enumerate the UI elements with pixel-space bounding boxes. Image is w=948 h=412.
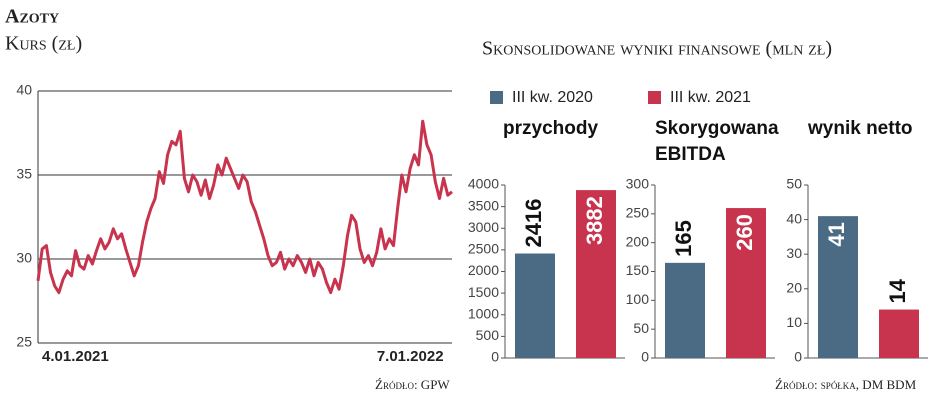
chart-title: wynik netto — [808, 118, 913, 139]
y-tick-label: 300 — [626, 176, 650, 192]
chart-title: Skorygowana EBITDA — [655, 118, 779, 165]
x-tick-label: 7.01.2022 — [377, 348, 444, 365]
y-tick-label: 200 — [626, 233, 650, 249]
y-tick-label: 1500 — [468, 284, 499, 300]
y-tick-label: 50 — [786, 176, 802, 192]
source: Źródło: spółka, DM BDM — [775, 377, 917, 392]
value-label: 41 — [824, 222, 849, 246]
y-tick-label: 0 — [794, 349, 802, 365]
y-tick-label: 3500 — [468, 197, 499, 213]
panel-title: Skonsolidowane wyniki finansowe (mln zł) — [482, 38, 832, 60]
price-line — [36, 119, 453, 295]
y-tick-label: 50 — [633, 320, 649, 336]
chart-title: Azoty — [5, 6, 59, 28]
y-tick-label: 40 — [786, 210, 802, 226]
y-tick-label: 40 — [16, 82, 32, 98]
value-label: 260 — [732, 214, 757, 251]
y-tick-label: 2000 — [468, 262, 499, 278]
y-tick-label: 2500 — [468, 241, 499, 257]
bar — [726, 208, 766, 358]
legend-swatch — [490, 91, 503, 104]
y-tick-label: 25 — [16, 334, 32, 350]
y-tick-label: 35 — [16, 166, 32, 182]
y-tick-label: 1000 — [468, 305, 499, 321]
chart-title: przychody — [503, 118, 599, 139]
y-tick-label: 20 — [786, 280, 802, 296]
bar — [665, 262, 705, 358]
value-label: 165 — [671, 220, 696, 257]
y-tick-label: 0 — [641, 349, 649, 365]
legend-swatch — [648, 91, 661, 104]
legend-label: III kw. 2020 — [512, 89, 593, 106]
bar — [818, 216, 858, 358]
y-tick-label: 0 — [491, 349, 499, 365]
x-tick-label: 4.01.2021 — [42, 348, 109, 365]
y-tick-label: 500 — [476, 327, 500, 343]
source: Źródło: GPW — [375, 377, 450, 392]
value-label: 3882 — [582, 196, 607, 245]
bar — [879, 309, 919, 358]
y-tick-label: 250 — [626, 205, 650, 221]
y-tick-label: 100 — [626, 291, 650, 307]
value-label: 14 — [885, 278, 910, 303]
value-label: 2416 — [521, 199, 546, 248]
y-tick-label: 10 — [786, 314, 802, 330]
y-tick-label: 30 — [16, 250, 32, 266]
y-tick-label: 30 — [786, 245, 802, 261]
y-tick-label: 150 — [626, 262, 650, 278]
bar — [515, 253, 555, 358]
y-tick-label: 4000 — [468, 176, 499, 192]
y-tick-label: 3000 — [468, 219, 499, 235]
chart-subtitle: Kurs (zł) — [5, 33, 82, 55]
bar — [576, 190, 616, 358]
legend-label: III kw. 2021 — [670, 89, 751, 106]
